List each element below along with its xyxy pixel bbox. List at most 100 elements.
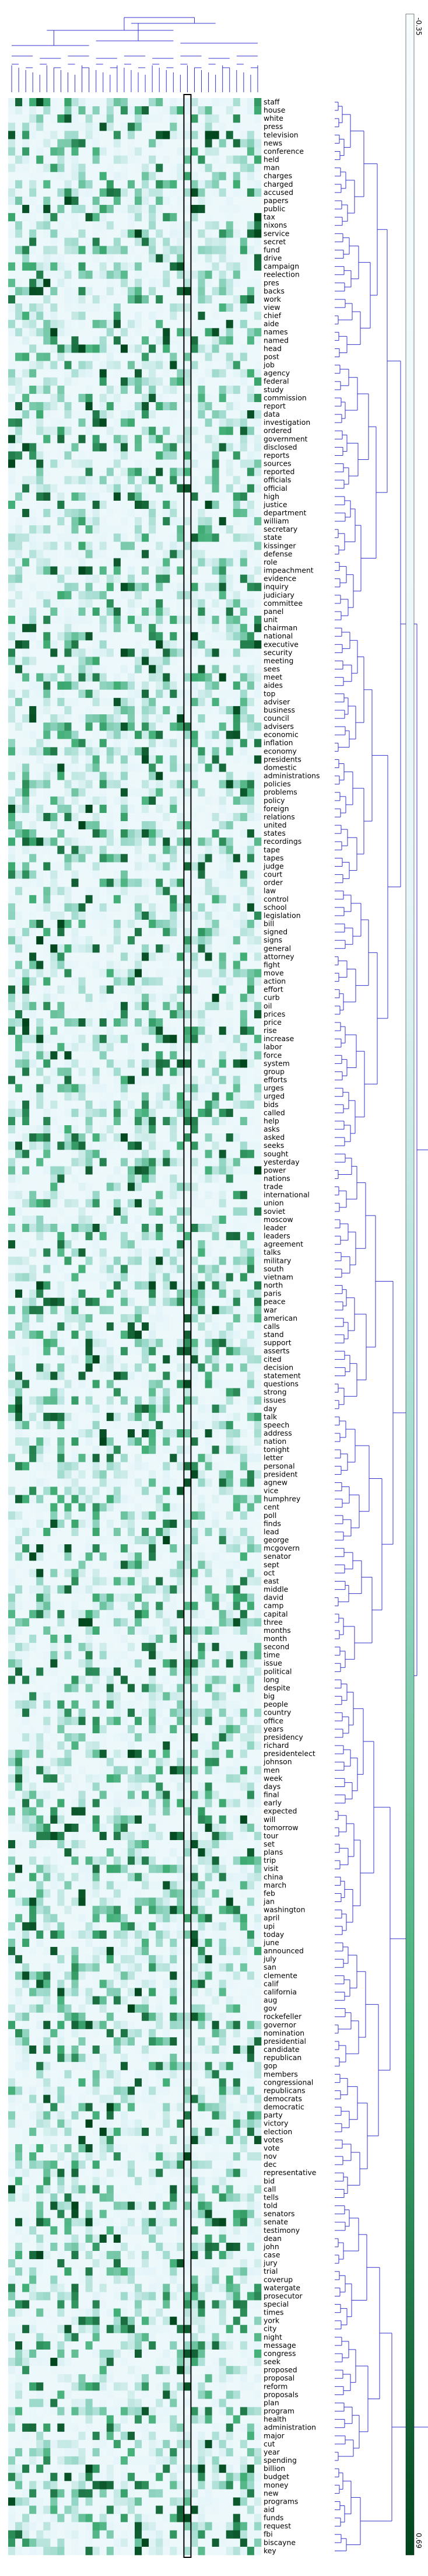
heatmap-cell xyxy=(177,566,184,575)
heatmap-cell xyxy=(170,467,177,476)
heatmap-cell xyxy=(120,1207,128,1216)
heatmap-cell xyxy=(184,1076,191,1084)
heatmap-cell xyxy=(205,344,212,353)
heatmap-cell xyxy=(226,131,234,139)
heatmap-cell xyxy=(184,1001,191,1011)
heatmap-cell xyxy=(71,886,79,896)
heatmap-cell xyxy=(184,1051,191,1060)
heatmap-cell xyxy=(142,566,149,575)
heatmap-cell xyxy=(247,1142,255,1150)
heatmap-cell xyxy=(113,172,121,181)
heatmap-cell xyxy=(15,435,23,444)
heatmap-cell xyxy=(247,262,255,271)
heatmap-cell xyxy=(64,402,72,411)
heatmap-cell xyxy=(78,459,86,468)
heatmap-cell xyxy=(142,287,149,296)
heatmap-cell xyxy=(240,1100,248,1109)
heatmap-cell xyxy=(29,739,37,748)
heatmap-cell xyxy=(50,467,58,476)
heatmap-cell xyxy=(205,969,212,978)
heatmap-cell xyxy=(198,1092,205,1101)
heatmap-cell xyxy=(219,533,227,542)
heatmap-cell xyxy=(36,1051,44,1060)
heatmap-cell xyxy=(36,1076,44,1084)
heatmap-cell xyxy=(142,467,149,476)
heatmap-cell xyxy=(142,1076,149,1084)
heatmap-cell xyxy=(85,476,93,485)
heatmap-cell xyxy=(113,106,121,115)
heatmap-cell xyxy=(163,1199,170,1208)
heatmap-cell xyxy=(127,936,135,945)
heatmap-cell xyxy=(71,632,79,641)
heatmap-cell xyxy=(78,492,86,501)
heatmap-cell xyxy=(64,123,72,131)
heatmap-cell xyxy=(57,328,65,337)
heatmap-cell xyxy=(106,459,114,468)
heatmap-cell xyxy=(71,196,79,205)
heatmap-cell xyxy=(71,533,79,542)
heatmap-cell xyxy=(163,254,170,263)
heatmap-cell xyxy=(240,1142,248,1150)
heatmap-cell xyxy=(106,106,114,115)
heatmap-cell xyxy=(57,1084,65,1093)
heatmap-cell xyxy=(78,377,86,386)
heatmap-cell xyxy=(247,492,255,501)
heatmap-cell xyxy=(156,238,163,246)
heatmap-cell xyxy=(212,410,219,419)
heatmap-cell xyxy=(71,467,79,476)
heatmap-cell xyxy=(127,476,135,485)
heatmap-cell xyxy=(191,270,198,280)
heatmap-cell xyxy=(149,862,156,871)
heatmap-cell xyxy=(226,1166,234,1175)
heatmap-cell xyxy=(191,846,198,854)
heatmap-cell xyxy=(120,451,128,460)
heatmap-cell xyxy=(36,188,44,197)
heatmap-cell xyxy=(99,492,107,501)
heatmap-cell xyxy=(233,229,241,238)
heatmap-cell xyxy=(184,1067,191,1076)
heatmap-cell xyxy=(226,509,234,518)
heatmap-cell xyxy=(156,369,163,378)
heatmap-cell xyxy=(135,755,142,764)
heatmap-cell xyxy=(15,303,23,312)
heatmap-cell xyxy=(71,624,79,633)
heatmap-cell xyxy=(43,1035,51,1043)
heatmap-cell xyxy=(57,1018,65,1027)
heatmap-cell xyxy=(64,969,72,978)
heatmap-cell xyxy=(85,542,93,550)
heatmap-cell xyxy=(127,591,135,600)
heatmap-cell xyxy=(240,1018,248,1027)
heatmap-cell xyxy=(113,1158,121,1167)
heatmap-cell xyxy=(120,1092,128,1101)
heatmap-cell xyxy=(71,1166,79,1175)
heatmap-cell xyxy=(177,385,184,395)
heatmap-cell xyxy=(22,804,30,814)
heatmap-cell xyxy=(78,1166,86,1175)
heatmap-cell xyxy=(226,755,234,764)
heatmap-cell xyxy=(191,928,198,937)
heatmap-cell xyxy=(184,936,191,945)
heatmap-cell xyxy=(22,780,30,789)
heatmap-cell xyxy=(142,98,149,107)
heatmap-cell xyxy=(78,706,86,715)
heatmap-cell xyxy=(71,755,79,764)
heatmap-cell xyxy=(142,1100,149,1109)
heatmap-cell xyxy=(120,731,128,739)
heatmap-cell xyxy=(233,739,241,748)
heatmap-cell xyxy=(92,402,100,411)
heatmap-cell xyxy=(36,886,44,896)
heatmap-cell xyxy=(99,196,107,205)
heatmap-cell xyxy=(240,1199,248,1208)
heatmap-cell xyxy=(15,106,23,115)
heatmap-cell xyxy=(29,221,37,230)
heatmap-cell xyxy=(163,336,170,345)
heatmap-cell xyxy=(156,1035,163,1043)
heatmap-cell xyxy=(156,278,163,288)
heatmap-cell xyxy=(233,254,241,263)
heatmap-cell xyxy=(191,558,198,567)
heatmap-cell xyxy=(226,780,234,789)
heatmap-cell xyxy=(135,377,142,386)
heatmap-cell xyxy=(22,1207,30,1216)
heatmap-cell xyxy=(29,369,37,378)
heatmap-cell xyxy=(247,221,255,230)
